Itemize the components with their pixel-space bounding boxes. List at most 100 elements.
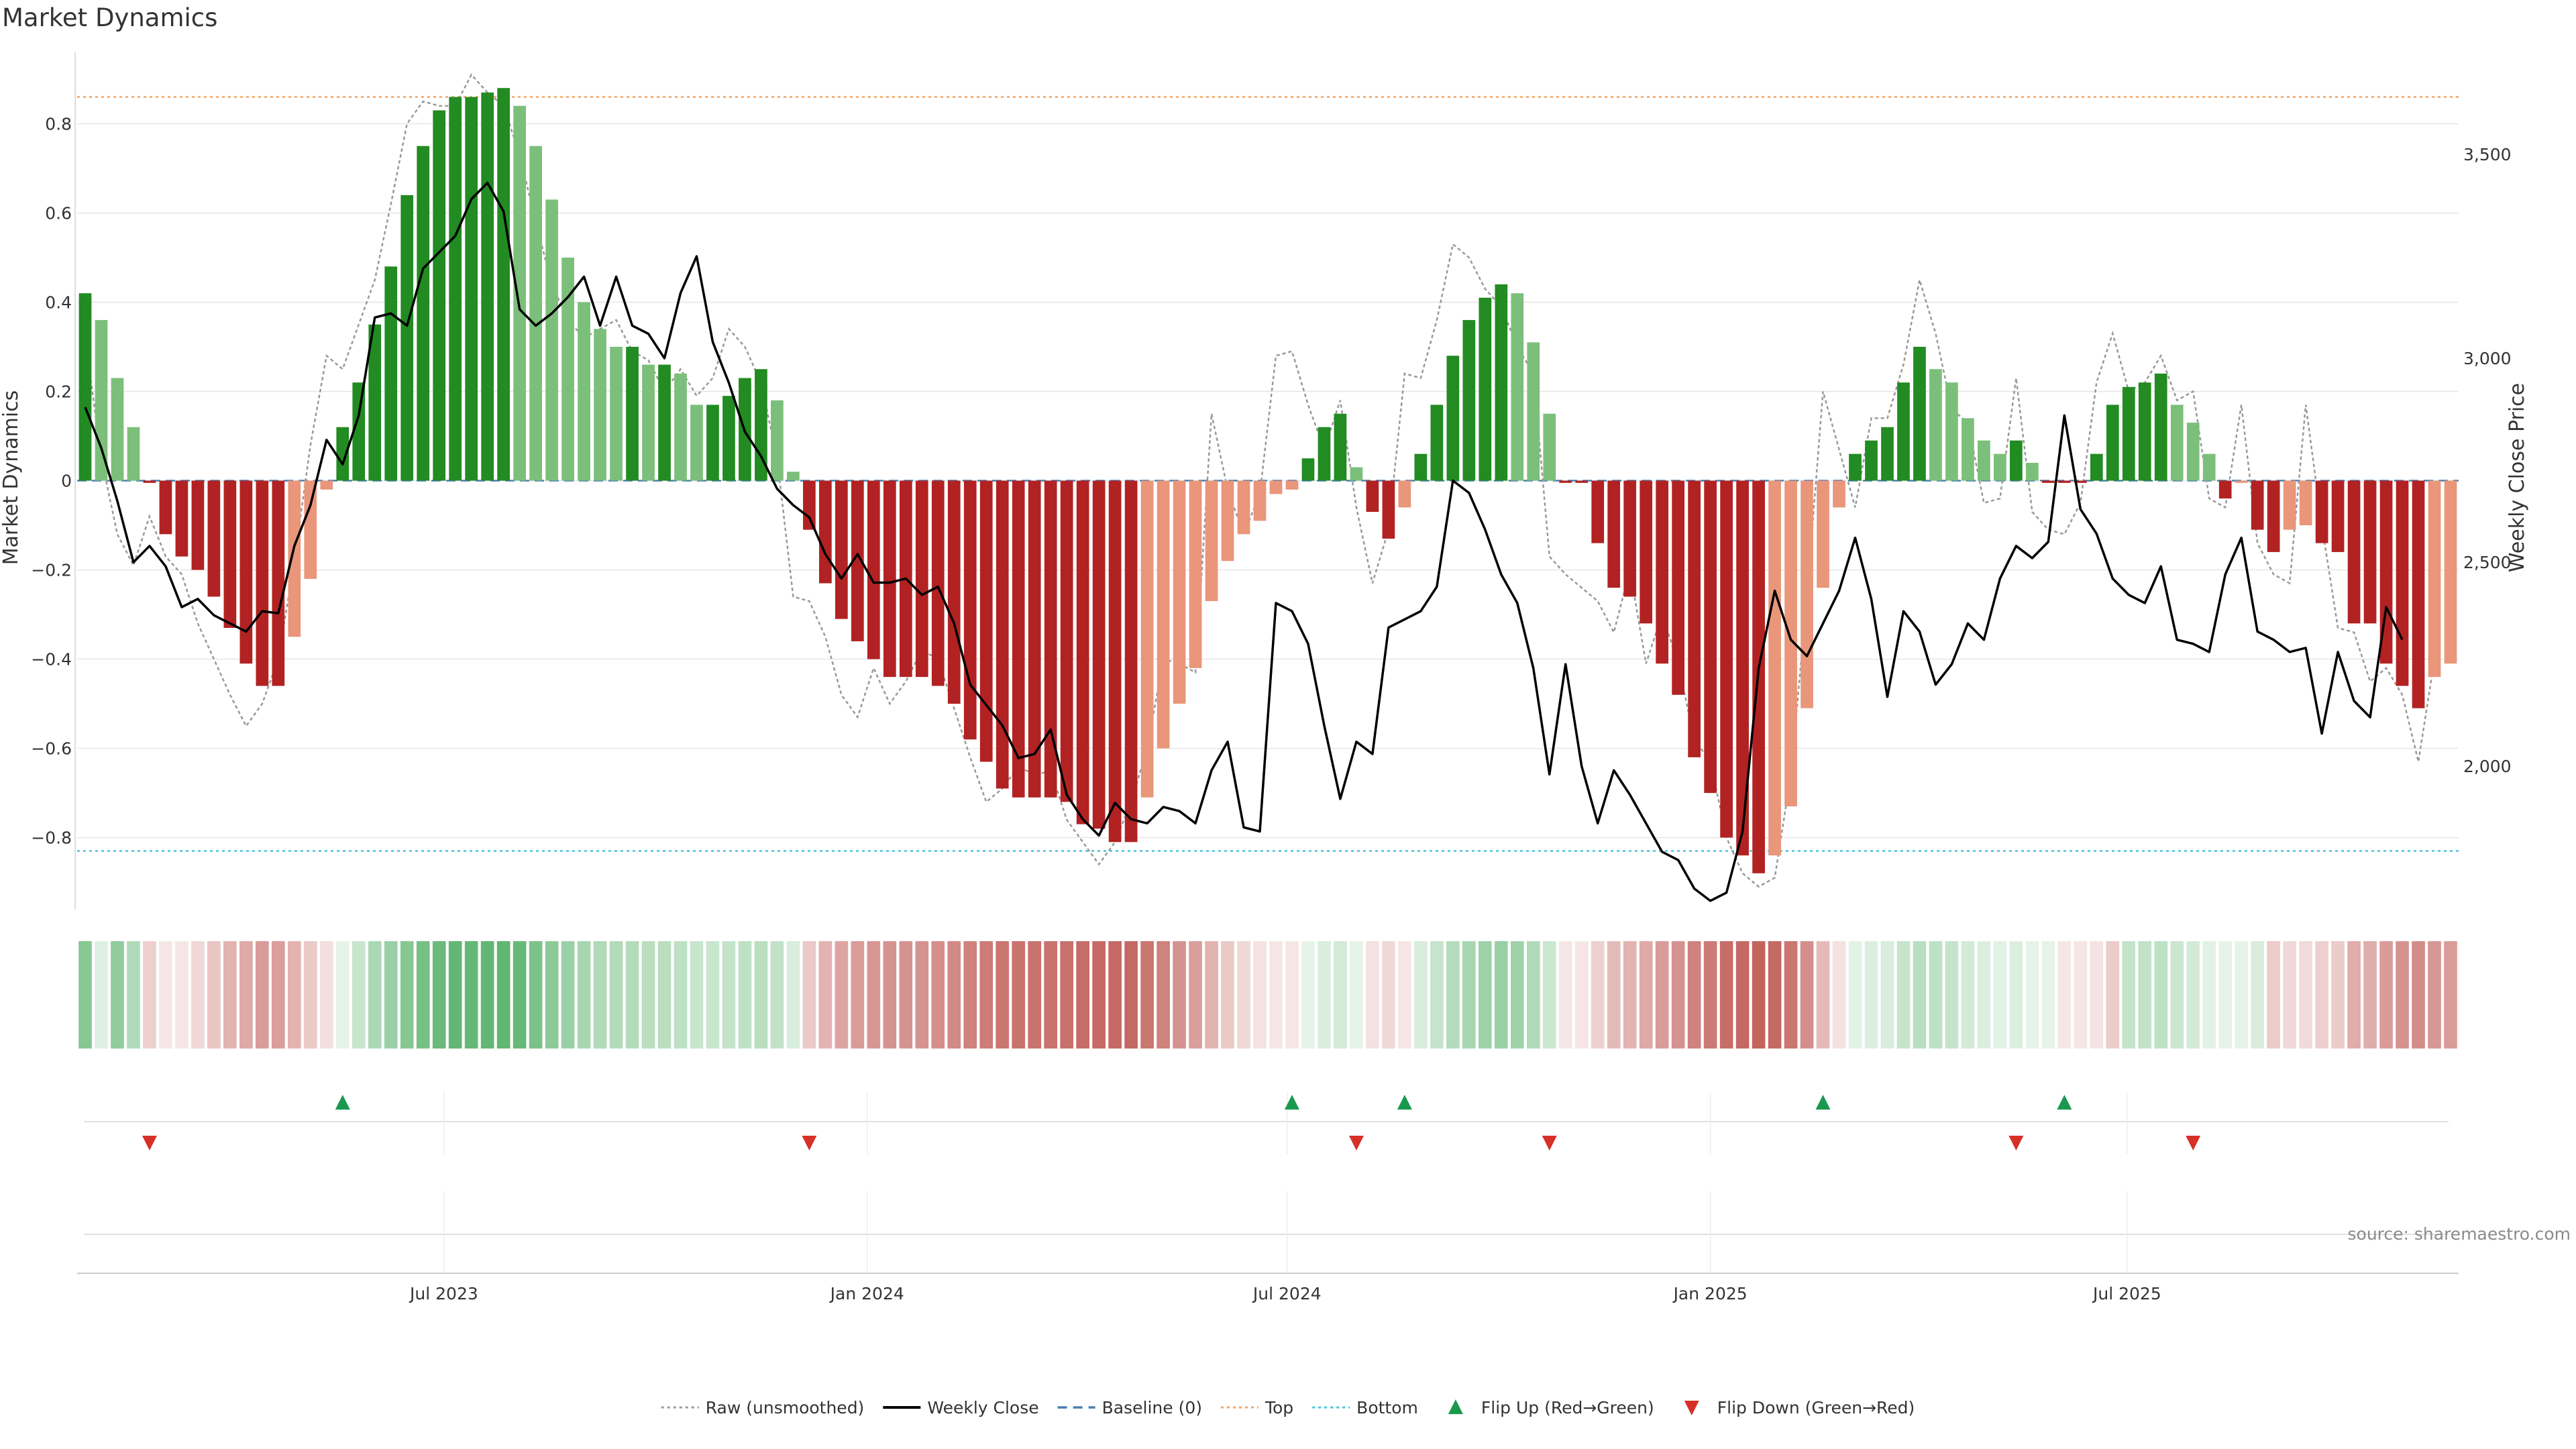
strip-cell [496,941,511,1049]
strip-cell [2251,941,2265,1049]
dynamics-bar [1350,467,1363,481]
dynamics-bar [1559,480,1572,483]
dynamics-bar [1962,418,1974,481]
dynamics-bar [513,105,526,481]
dynamics-bar [1575,480,1589,483]
strip-cell [2315,941,2328,1049]
strip-cell [1977,941,1991,1049]
strip-cell [2267,941,2280,1049]
dynamics-bar [1591,480,1605,543]
dynamics-bar [1527,342,1540,481]
dynamics-bar [1446,356,1460,481]
strip-cell [1768,941,1782,1049]
dynamics-bar [207,480,221,597]
legend-label: Top [1265,1398,1293,1417]
strip-cell [883,941,897,1049]
dynamics-bar [1382,480,1395,539]
dynamics-bar [1978,440,1990,481]
strip-cell [207,941,221,1049]
dynamics-bar [223,480,237,628]
strip-cell [754,941,768,1049]
dynamics-bar [996,480,1009,789]
dynamics-bar [336,427,350,481]
strip-cell [2009,941,2023,1049]
dynamics-bar [1301,458,1315,481]
dynamics-bar [288,480,301,637]
strip-cell [1124,941,1138,1049]
strip-cell [464,941,478,1049]
strip-cell [722,941,736,1049]
strip-cell [1896,941,1911,1049]
dynamics-bar [2251,480,2264,530]
dynamics-bar [1092,480,1106,829]
strip-cell [577,941,591,1049]
strip-cell [175,941,189,1049]
left-axis-title: Market Dynamics [0,390,23,566]
strip-cell [738,941,752,1049]
strip-cell [818,941,833,1049]
strip-cell [979,941,994,1049]
source-credit: source: sharemaestro.com [2348,1224,2571,1244]
dynamics-bar [771,400,784,481]
dynamics-bar [175,480,189,557]
strip-cell [78,941,92,1049]
dynamics-bar [915,480,928,678]
dynamics-bar [2412,480,2425,708]
strip-cell [2138,941,2152,1049]
right-y-axis: 3,500 3,000 2,500 2,000 [2463,145,2512,776]
dynamics-bar [2283,480,2296,530]
right-axis-title: Weekly Close Price [2506,383,2529,572]
dynamics-bar [1157,480,1170,749]
dynamics-bar [320,480,333,490]
dynamics-bar [1768,480,1781,856]
dynamics-bar [1543,413,1556,481]
dynamics-bar [867,480,880,659]
x-tick-label: Jul 2025 [2092,1284,2161,1303]
strip-cell [561,941,575,1049]
legend-label: Baseline (0) [1102,1398,1202,1417]
dynamics-bar [272,480,285,686]
dynamics-bar [2331,480,2345,552]
strip-cell [384,941,398,1049]
strip-cell [1060,941,1074,1049]
dynamics-bar [1672,480,1685,695]
dynamics-bar [1704,480,1717,794]
dynamics-bar [1318,427,1331,481]
dynamics-bar [2235,480,2248,483]
strip-cell [448,941,462,1049]
strip-cell [690,941,704,1049]
strip-cell [127,941,140,1049]
strip-cell [2074,941,2088,1049]
strip-cell [335,941,350,1049]
legend: Raw (unsmoothed) Weekly Close Baseline (0)… [661,1398,1915,1417]
dynamics-bar [2267,480,2280,552]
strip-cell [416,941,430,1049]
strip-cell [1430,941,1444,1049]
legend-label: Flip Down (Green→Red) [1717,1398,1915,1417]
dynamics-bar [433,110,446,481]
weekly-close-layer [84,181,2404,902]
dynamics-bars-layer [78,88,2457,873]
dynamics-bar [610,346,623,481]
strip-cell [1510,941,1524,1049]
dynamics-bar [111,378,124,481]
strip-cell [1462,941,1476,1049]
dynamics-bar [1237,480,1250,535]
dynamics-bar [2218,480,2232,499]
dynamics-bar [642,364,655,481]
dynamics-bar [1108,480,1122,843]
strip-cell [2025,941,2039,1049]
dynamics-bar [1028,480,1041,798]
right-tick-label: 3,000 [2463,349,2512,368]
dynamics-bar [674,373,687,481]
strip-cell [1913,941,1927,1049]
heat-strip [78,941,2457,1049]
dynamics-bar [1221,480,1234,561]
strip-cell [674,941,688,1049]
left-tick-label: 0.4 [45,292,72,312]
strip-cell [1945,941,1959,1049]
strip-cell [2363,941,2377,1049]
strip-cell [1929,941,1943,1049]
strip-cell [1832,941,1846,1049]
strip-cell [2396,941,2409,1049]
